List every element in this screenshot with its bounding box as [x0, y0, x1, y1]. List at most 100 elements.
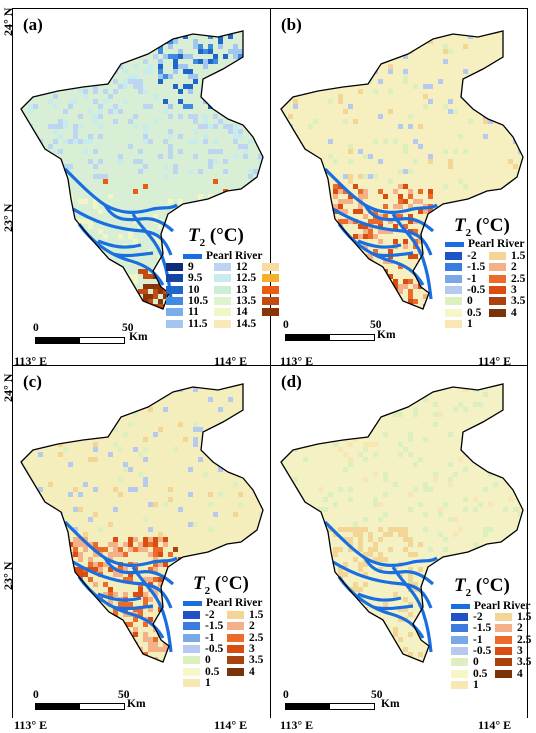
legend-item: 4	[495, 668, 523, 680]
legend-label: -1	[467, 272, 477, 285]
legend-item: 3.5	[227, 654, 263, 666]
legend-label: 10.5	[188, 294, 209, 307]
legend-swatch	[183, 656, 200, 665]
legend-item: 1	[445, 318, 473, 330]
legend-item: 1.5	[489, 250, 525, 262]
pearl-river-line	[103, 204, 175, 233]
legend-label: 3	[517, 644, 523, 657]
pearl-river-line	[63, 167, 178, 214]
legend-label: 0.5	[205, 665, 220, 678]
legend-item: 1.5	[227, 609, 263, 621]
legend-swatch	[183, 678, 200, 687]
scale-label-50: 50	[371, 689, 383, 701]
legend-swatch	[495, 658, 512, 667]
pearl-river-line	[391, 566, 433, 653]
legend-item: 0	[183, 654, 211, 666]
legend-swatch	[214, 296, 231, 305]
legend-label: -1.5	[467, 261, 486, 274]
legend-swatch	[495, 669, 512, 678]
legend-label: 0	[205, 654, 211, 667]
legend-item: 2	[227, 620, 255, 632]
grid-center-divider	[270, 8, 271, 718]
panel-label: (b)	[281, 15, 302, 34]
legend-swatch	[262, 308, 279, 317]
boundary-outline	[280, 383, 524, 663]
scale-bar	[285, 703, 375, 710]
legend-label: 12.5	[236, 272, 257, 285]
legend-item: 3.5	[495, 656, 531, 668]
legend-item: 13	[214, 284, 248, 296]
scale-label-0: 0	[283, 689, 289, 701]
legend-label: 1.5	[511, 250, 526, 262]
legend-swatch	[227, 611, 244, 619]
legend-label: 0.5	[473, 667, 488, 680]
legend-item: 16.5	[262, 295, 281, 307]
legend-label: 9.5	[188, 272, 203, 285]
legend-title: T2 (°C)	[193, 573, 249, 597]
legend-swatch	[214, 319, 231, 328]
grid-top-border	[12, 8, 527, 9]
legend-item: -2	[183, 609, 215, 621]
lon-label-b-left: 113° E	[280, 354, 314, 368]
legend-item: 1.5	[495, 611, 531, 623]
legend-item: 0.5	[183, 666, 219, 678]
pearl-river-line	[332, 560, 433, 609]
legend-title-unit: (°C)	[205, 225, 244, 246]
legend-item: 2	[495, 622, 523, 634]
legend-label: 1.5	[517, 611, 532, 623]
legend-title-var: T	[193, 573, 205, 594]
pearl-river-line	[332, 207, 433, 256]
legend-item: 17	[262, 306, 281, 318]
panel-label: (c)	[23, 372, 42, 391]
legend-swatch	[489, 285, 506, 294]
scale-unit: Km	[127, 698, 146, 710]
river-label: Pearl River	[474, 600, 531, 612]
legend-label: 3.5	[511, 295, 526, 308]
legend-title-sub: 2	[465, 226, 472, 239]
pearl-river-line	[357, 239, 402, 249]
scale-label-50: 50	[370, 319, 382, 331]
boundary-outline	[20, 30, 264, 310]
legend-swatch	[183, 667, 200, 676]
legend-item: -1.5	[451, 622, 491, 634]
map-c	[20, 383, 264, 663]
legend-swatch	[214, 263, 231, 271]
scale-label-0: 0	[33, 322, 39, 334]
legend-title-var: T	[454, 575, 466, 596]
legend-item: -1.5	[183, 620, 223, 632]
legend-title: T2 (°C)	[454, 575, 510, 599]
legend-title-unit: (°C)	[471, 575, 510, 596]
legend-item: 1	[451, 679, 479, 691]
legend-item: 4	[489, 307, 517, 319]
legend-label: -0.5	[205, 642, 224, 655]
legend-swatch	[445, 308, 462, 317]
river-swatch	[451, 603, 470, 609]
lon-label-d-left: 113° E	[280, 718, 314, 732]
legend-label: 4	[517, 667, 523, 680]
map-b	[280, 30, 524, 310]
legend-swatch	[214, 308, 231, 317]
legend-label: 0	[467, 295, 473, 308]
legend-item: 15.5	[262, 272, 281, 284]
pearl-river-line	[363, 557, 435, 586]
lon-label-a-left: 113° E	[14, 354, 48, 368]
legend-label: 4	[249, 665, 255, 678]
river-swatch	[445, 241, 464, 247]
panel-c: (c) T2 (°C) Pearl River 0 50 Km -2 1.5 -1.…	[13, 366, 281, 722]
river-label: Pearl River	[468, 238, 525, 250]
legend-item: 0.5	[451, 668, 487, 680]
legend-item: 9	[166, 261, 194, 273]
legend-item: 4	[227, 666, 255, 678]
pearl-river-line	[112, 251, 154, 258]
legend-swatch	[166, 308, 183, 317]
grid-left-border	[12, 8, 13, 718]
legend-river: Pearl River	[451, 600, 531, 612]
region-fill	[281, 384, 523, 662]
legend-item: 3	[495, 645, 523, 657]
pearl-river-line	[372, 251, 414, 258]
legend-swatch	[495, 635, 512, 644]
legend-swatch	[489, 297, 506, 306]
legend-swatch	[495, 624, 512, 633]
legend-item: -2	[445, 250, 477, 262]
legend-swatch	[451, 646, 468, 655]
